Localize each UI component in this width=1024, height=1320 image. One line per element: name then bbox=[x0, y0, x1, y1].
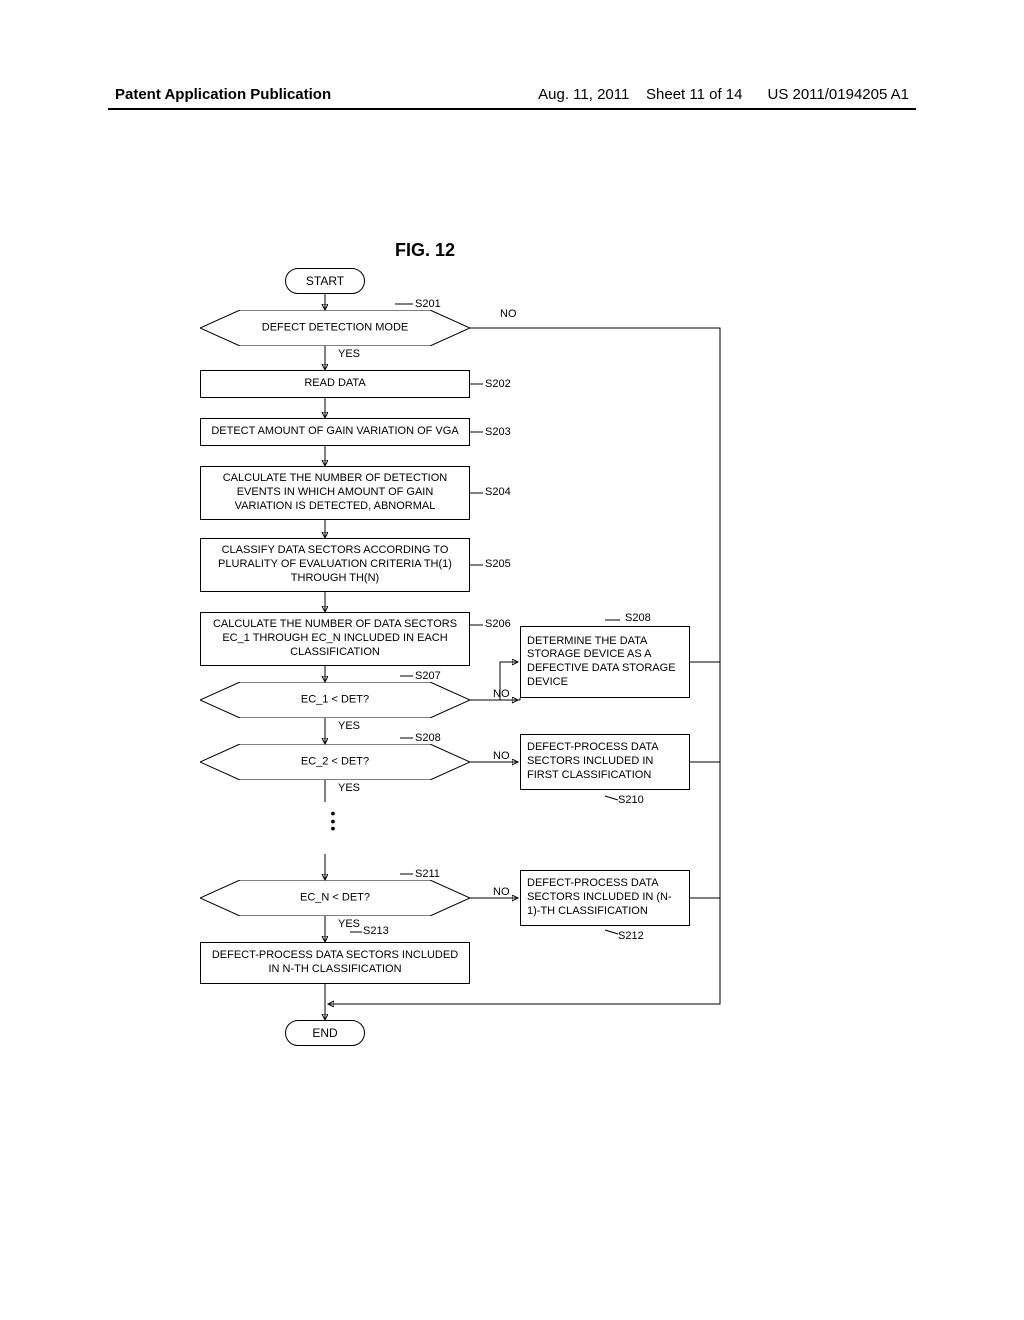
yes-label-s211: YES bbox=[338, 918, 360, 930]
decision-s208: EC_2 < DET? bbox=[200, 744, 470, 780]
ref-s204: S204 bbox=[485, 486, 511, 498]
ref-s205: S205 bbox=[485, 558, 511, 570]
ref-s207: S207 bbox=[415, 670, 441, 682]
process-s208b: DETERMINE THE DATA STORAGE DEVICE AS A D… bbox=[520, 626, 690, 698]
no-label-s201: NO bbox=[500, 308, 517, 320]
end-terminator: END bbox=[285, 1020, 365, 1046]
process-s202: READ DATA bbox=[200, 370, 470, 398]
flowchart: FIG. 12 START DEFECT DETECTION MODE S201… bbox=[200, 240, 880, 1220]
header-publication: Patent Application Publication bbox=[115, 86, 331, 103]
ref-s202: S202 bbox=[485, 378, 511, 390]
ref-s208: S208 bbox=[415, 732, 441, 744]
decision-s211-text: EC_N < DET? bbox=[200, 891, 470, 904]
ellipsis-dots: ••• bbox=[328, 810, 338, 833]
ref-s212: S212 bbox=[618, 930, 644, 942]
no-label-s208: NO bbox=[493, 750, 510, 762]
decision-s207: EC_1 < DET? bbox=[200, 682, 470, 718]
ref-s203: S203 bbox=[485, 426, 511, 438]
yes-label-s208: YES bbox=[338, 782, 360, 794]
process-s206: CALCULATE THE NUMBER OF DATA SECTORS EC_… bbox=[200, 612, 470, 666]
start-terminator: START bbox=[285, 268, 365, 294]
yes-label-s207: YES bbox=[338, 720, 360, 732]
header-meta: Aug. 11, 2011 Sheet 11 of 14 US 2011/019… bbox=[538, 86, 909, 103]
decision-s201: DEFECT DETECTION MODE bbox=[200, 310, 470, 346]
no-label-s211: NO bbox=[493, 886, 510, 898]
header-sheet: Sheet 11 of 14 bbox=[646, 86, 742, 103]
process-s203: DETECT AMOUNT OF GAIN VARIATION OF VGA bbox=[200, 418, 470, 446]
no-label-s207: NO bbox=[493, 688, 510, 700]
ref-s201: S201 bbox=[415, 298, 441, 310]
decision-s211: EC_N < DET? bbox=[200, 880, 470, 916]
ref-s213: S213 bbox=[363, 925, 389, 937]
figure-title: FIG. 12 bbox=[395, 240, 455, 261]
process-s213: DEFECT-PROCESS DATA SECTORS INCLUDED IN … bbox=[200, 942, 470, 984]
ref-s206: S206 bbox=[485, 618, 511, 630]
ref-s210: S210 bbox=[618, 794, 644, 806]
decision-s208-text: EC_2 < DET? bbox=[200, 755, 470, 768]
process-s205: CLASSIFY DATA SECTORS ACCORDING TO PLURA… bbox=[200, 538, 470, 592]
process-s210: DEFECT-PROCESS DATA SECTORS INCLUDED IN … bbox=[520, 734, 690, 790]
process-s204: CALCULATE THE NUMBER OF DETECTION EVENTS… bbox=[200, 466, 470, 520]
header-rule bbox=[108, 108, 916, 110]
ref-s208b: S208 bbox=[625, 612, 651, 624]
ref-s211: S211 bbox=[415, 868, 440, 880]
process-s212: DEFECT-PROCESS DATA SECTORS INCLUDED IN … bbox=[520, 870, 690, 926]
decision-s201-text: DEFECT DETECTION MODE bbox=[200, 321, 470, 334]
page-header: Patent Application Publication Aug. 11, … bbox=[0, 86, 1024, 103]
decision-s207-text: EC_1 < DET? bbox=[200, 693, 470, 706]
yes-label-s201: YES bbox=[338, 348, 360, 360]
header-pubno: US 2011/0194205 A1 bbox=[767, 86, 909, 103]
header-date: Aug. 11, 2011 bbox=[538, 86, 629, 103]
